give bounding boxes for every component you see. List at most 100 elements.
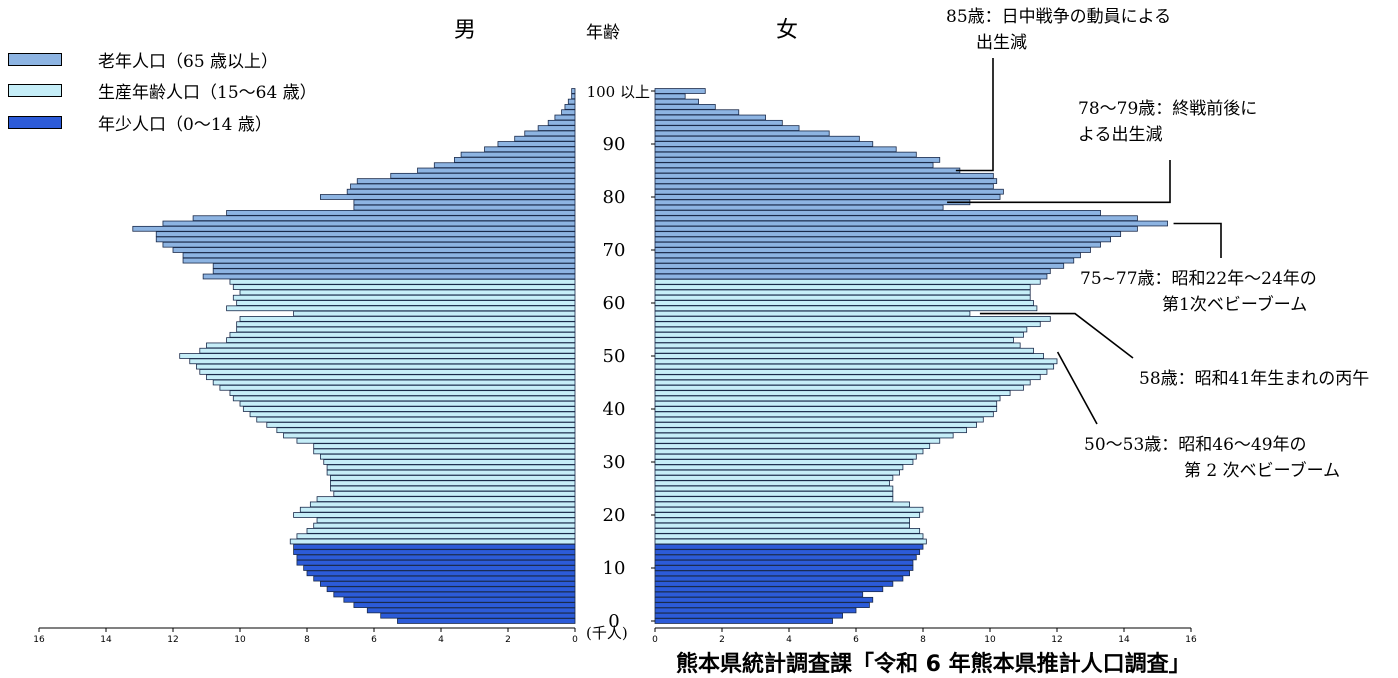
bar-male-age-14 xyxy=(293,543,576,550)
x-tick-label-female-4: 4 xyxy=(786,635,792,645)
bar-female-age-84 xyxy=(654,172,994,179)
age-label-70: 70 xyxy=(603,240,626,261)
bar-female-age-10 xyxy=(654,565,914,571)
callout-58 xyxy=(979,312,1134,359)
bar-male-age-88 xyxy=(460,151,576,158)
bar-male-age-9 xyxy=(306,570,576,577)
bar-female-age-90 xyxy=(654,141,874,147)
bar-male-age-16 xyxy=(296,533,576,540)
x-tick-label-female-10: 10 xyxy=(984,635,996,645)
bar-male-age-44 xyxy=(219,384,576,391)
bar-male-age-23 xyxy=(316,496,576,502)
callout-85 xyxy=(955,58,994,172)
bar-female-age-4 xyxy=(654,596,874,603)
age-labels: 0 10 20 30 40 50 60 70 80 90 100 以上 xyxy=(587,83,655,632)
bar-male-age-46 xyxy=(206,374,576,381)
bar-male-age-10 xyxy=(303,565,576,571)
bar-male-age-92 xyxy=(524,130,576,137)
bar-male-age-25 xyxy=(330,485,576,492)
bar-male-age-38 xyxy=(256,416,576,423)
annotation-58-line-1: 58歳：昭和41年生まれの丙午 xyxy=(1139,369,1370,389)
bar-male-age-80 xyxy=(319,194,576,200)
bar-male-age-75 xyxy=(162,220,576,227)
x-tick-label-female-2: 2 xyxy=(719,635,725,645)
age-label-0: 0 xyxy=(608,611,619,632)
bar-male-age-73 xyxy=(155,231,576,237)
bar-female-age-41 xyxy=(654,400,998,407)
bar-male-age-17 xyxy=(306,528,576,534)
bar-male-age-58 xyxy=(293,310,576,317)
bar-male-age-70 xyxy=(172,247,576,253)
x-tick-label-female-6: 6 xyxy=(853,635,859,645)
bar-male-age-24 xyxy=(333,490,576,497)
bar-female-age-92 xyxy=(654,130,830,137)
age-label-40: 40 xyxy=(603,399,626,420)
bar-female-age-24 xyxy=(654,490,894,497)
bar-male-age-98 xyxy=(567,98,576,105)
bar-male-age-28 xyxy=(326,469,576,476)
age-label-90: 90 xyxy=(603,134,626,155)
bar-male-age-74 xyxy=(132,225,576,232)
age-label-20: 20 xyxy=(603,505,626,526)
bar-female-age-49 xyxy=(654,358,1058,365)
bar-male-age-1 xyxy=(380,612,576,619)
bar-female-age-59 xyxy=(654,305,1038,312)
bar-male-age-72 xyxy=(155,236,576,243)
bar-female-age-93 xyxy=(654,125,800,131)
legend-item-working: 生産年齢人口（15〜64 歳） xyxy=(8,79,317,103)
x-tick-label-male-16: 16 xyxy=(33,635,45,645)
bar-female-age-96 xyxy=(654,109,740,116)
bar-female-age-45 xyxy=(654,379,1031,386)
annotation-85: 85歳：日中戦争の動員による 出生減 xyxy=(946,4,1171,56)
bar-male-age-27 xyxy=(330,475,576,481)
legend-swatch-elderly xyxy=(8,52,62,66)
bar-female-age-57 xyxy=(654,316,1051,322)
bar-male-age-51 xyxy=(199,347,576,354)
bar-female-age-56 xyxy=(654,321,1041,328)
bar-male-age-41 xyxy=(239,400,576,407)
bar-male-age-86 xyxy=(433,162,576,169)
bar-female-age-67 xyxy=(654,263,1065,269)
x-tick-label-female-14: 14 xyxy=(1118,635,1130,645)
bar-male-age-0 xyxy=(397,618,576,624)
legend-item-young: 年少人口（0〜14 歳） xyxy=(8,111,272,135)
bar-male-age-97 xyxy=(564,104,576,110)
bar-male-age-95 xyxy=(554,114,576,121)
bar-female-age-20 xyxy=(654,512,921,518)
bar-female-age-31 xyxy=(654,453,917,460)
bar-male-age-47 xyxy=(199,369,576,375)
bar-female-age-36 xyxy=(654,427,967,434)
bar-female-age-98 xyxy=(654,98,699,105)
bar-female-age-62 xyxy=(654,289,1031,296)
bar-female-age-87 xyxy=(654,157,941,163)
bar-male-age-4 xyxy=(343,596,576,603)
bar-male-age-69 xyxy=(182,252,576,259)
bar-female-age-60 xyxy=(654,300,1034,306)
callout-lines xyxy=(947,58,1222,425)
bar-male-age-81 xyxy=(346,188,576,195)
bar-male-age-20 xyxy=(293,512,576,518)
x-tick-label-female-0: 0 xyxy=(652,635,658,645)
age-label-100: 100 以上 xyxy=(587,83,650,101)
bar-female-age-15 xyxy=(654,538,927,545)
callout-78 xyxy=(947,160,1171,204)
x-tick-label-male-14: 14 xyxy=(100,635,112,645)
bar-male-age-62 xyxy=(239,289,576,296)
unit-label: (千人) xyxy=(586,624,628,642)
x-tick-label-male-8: 8 xyxy=(304,635,310,645)
bar-male-age-11 xyxy=(296,559,576,566)
bar-male-age-8 xyxy=(313,575,576,582)
bar-female-age-28 xyxy=(654,469,900,476)
bar-male-age-12 xyxy=(296,554,576,561)
bar-female-age-23 xyxy=(654,496,894,502)
bar-male-age-84 xyxy=(390,172,576,179)
bar-female-age-29 xyxy=(654,464,904,471)
bar-female-age-44 xyxy=(654,384,1024,391)
bar-female-age-37 xyxy=(654,422,978,428)
bar-female-age-17 xyxy=(654,528,921,534)
bar-female-age-94 xyxy=(654,119,783,126)
annotation-75-line-1: 75~77歳：昭和22年〜24年の xyxy=(1080,269,1317,289)
bar-male-age-94 xyxy=(547,119,576,126)
bar-male-age-82 xyxy=(350,183,576,190)
bar-female-age-81 xyxy=(654,188,1004,195)
